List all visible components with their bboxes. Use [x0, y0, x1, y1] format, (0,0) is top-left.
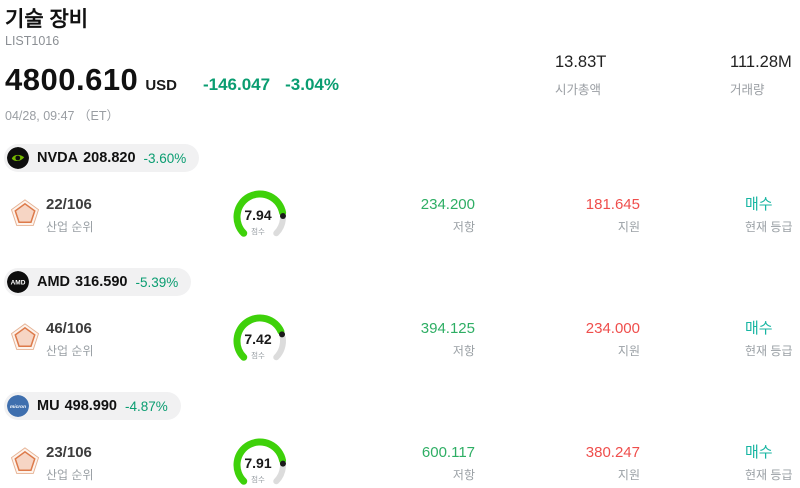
industry-rank-value: 23/106	[46, 444, 92, 461]
support-label: 지원	[617, 344, 640, 358]
volume-stat: 111.28M 거래량	[730, 53, 792, 98]
support-value: 181.645	[585, 196, 640, 213]
stock-change: -5.39%	[135, 274, 179, 290]
current-rating: 매수 현재 등급	[745, 444, 793, 483]
index-change-pct: -3.04%	[285, 75, 339, 94]
current-rating: 매수 현재 등급	[745, 196, 793, 235]
support: 380.247 지원	[465, 444, 640, 483]
resistance: 234.200 저항	[300, 196, 475, 235]
nvidia-logo-icon	[7, 147, 29, 169]
stock-ticker: AMD	[37, 274, 71, 290]
svg-text:micron: micron	[10, 404, 26, 410]
quote-timestamp: 04/28, 09:47 （ET）	[5, 109, 119, 123]
score-value: 7.42	[244, 331, 272, 347]
currency-label: USD	[145, 77, 177, 94]
svg-text:AMD: AMD	[11, 280, 26, 287]
pentagon-radar-icon	[8, 320, 42, 361]
stock-price: 498.990	[64, 398, 117, 414]
resistance-label: 저항	[452, 220, 475, 234]
stock-section-amd: AMD AMD 316.590 -5.39% 46/106 산업 순위 7.42	[0, 268, 800, 372]
amd-logo-icon: AMD	[7, 271, 29, 293]
score-gauge: 7.42 점수	[218, 312, 302, 372]
pentagon-radar-icon	[8, 196, 42, 237]
stock-row-mu[interactable]: 23/106 산업 순위 7.91 점수 600.117 저항 380.247 …	[0, 438, 800, 488]
market-cap-value: 13.83T	[555, 53, 607, 71]
market-cap-stat: 13.83T 시가총액	[555, 53, 606, 98]
score-gauge: 7.94 점수	[218, 188, 302, 248]
resistance-value: 234.200	[420, 196, 475, 213]
stock-badge-amd[interactable]: AMD AMD 316.590 -5.39%	[4, 268, 192, 296]
industry-rank-label: 산업 순위	[46, 220, 94, 234]
current-rating: 매수 현재 등급	[745, 320, 793, 359]
support: 181.645 지원	[465, 196, 640, 235]
support-label: 지원	[617, 468, 640, 482]
rating-value: 매수	[745, 320, 773, 337]
support-value: 234.000	[585, 320, 640, 337]
industry-rank: 23/106 산업 순위	[46, 444, 94, 483]
score-value: 7.91	[244, 455, 272, 471]
stock-section-nvda: NVDA 208.820 -3.60% 22/106 산업 순위 7.94 점수	[0, 144, 800, 248]
support-label: 지원	[617, 220, 640, 234]
score-label: 점수	[251, 475, 265, 484]
resistance: 394.125 저항	[300, 320, 475, 359]
stock-change: -4.87%	[124, 398, 168, 414]
stock-section-mu: micron MU 498.990 -4.87% 23/106 산업 순위 7.…	[0, 392, 800, 488]
stock-row-nvda[interactable]: 22/106 산업 순위 7.94 점수 234.200 저항 181.645 …	[0, 190, 800, 248]
header: 기술 장비 LIST1016 4800.610 USD -146.047 -3.…	[0, 0, 800, 124]
industry-rank-value: 46/106	[46, 320, 92, 337]
score-gauge: 7.91 점수	[218, 436, 302, 488]
volume-label: 거래량	[730, 83, 765, 97]
industry-rank: 22/106 산업 순위	[46, 196, 94, 235]
page-title: 기술 장비	[5, 8, 89, 31]
rating-label: 현재 등급	[745, 468, 793, 482]
rating-value: 매수	[745, 444, 773, 461]
index-change-abs: -146.047	[202, 75, 271, 94]
industry-rank: 46/106 산업 순위	[46, 320, 94, 359]
score-label: 점수	[251, 227, 265, 236]
volume-value: 111.28M	[730, 53, 792, 71]
support: 234.000 지원	[465, 320, 640, 359]
pentagon-radar-icon	[8, 444, 42, 485]
stock-row-amd[interactable]: 46/106 산업 순위 7.42 점수 394.125 저항 234.000 …	[0, 314, 800, 372]
support-value: 380.247	[585, 444, 640, 461]
resistance-label: 저항	[452, 344, 475, 358]
resistance-value: 600.117	[421, 444, 475, 461]
rating-value: 매수	[745, 196, 773, 213]
industry-rank-value: 22/106	[46, 196, 92, 213]
industry-rank-label: 산업 순위	[46, 468, 94, 482]
industry-rank-label: 산업 순위	[46, 344, 94, 358]
stock-price: 316.590	[75, 274, 128, 290]
index-price: 4800.610	[5, 62, 139, 97]
stock-price: 208.820	[83, 150, 136, 166]
rating-label: 현재 등급	[745, 344, 793, 358]
stock-badge-nvda[interactable]: NVDA 208.820 -3.60%	[4, 144, 200, 172]
score-label: 점수	[251, 351, 265, 360]
rating-label: 현재 등급	[745, 220, 793, 234]
resistance-label: 저항	[452, 468, 475, 482]
resistance: 600.117 저항	[300, 444, 475, 483]
score-value: 7.94	[244, 207, 272, 223]
index-price-line: 4800.610 USD -146.047 -3.04%	[5, 62, 792, 104]
micron-logo-icon: micron	[7, 395, 29, 417]
stock-ticker: MU	[37, 398, 60, 414]
stock-ticker: NVDA	[37, 150, 79, 166]
market-cap-label: 시가총액	[555, 83, 602, 97]
resistance-value: 394.125	[420, 320, 475, 337]
list-id: LIST1016	[5, 34, 60, 48]
stock-badge-mu[interactable]: micron MU 498.990 -4.87%	[4, 392, 181, 420]
stock-change: -3.60%	[143, 150, 187, 166]
